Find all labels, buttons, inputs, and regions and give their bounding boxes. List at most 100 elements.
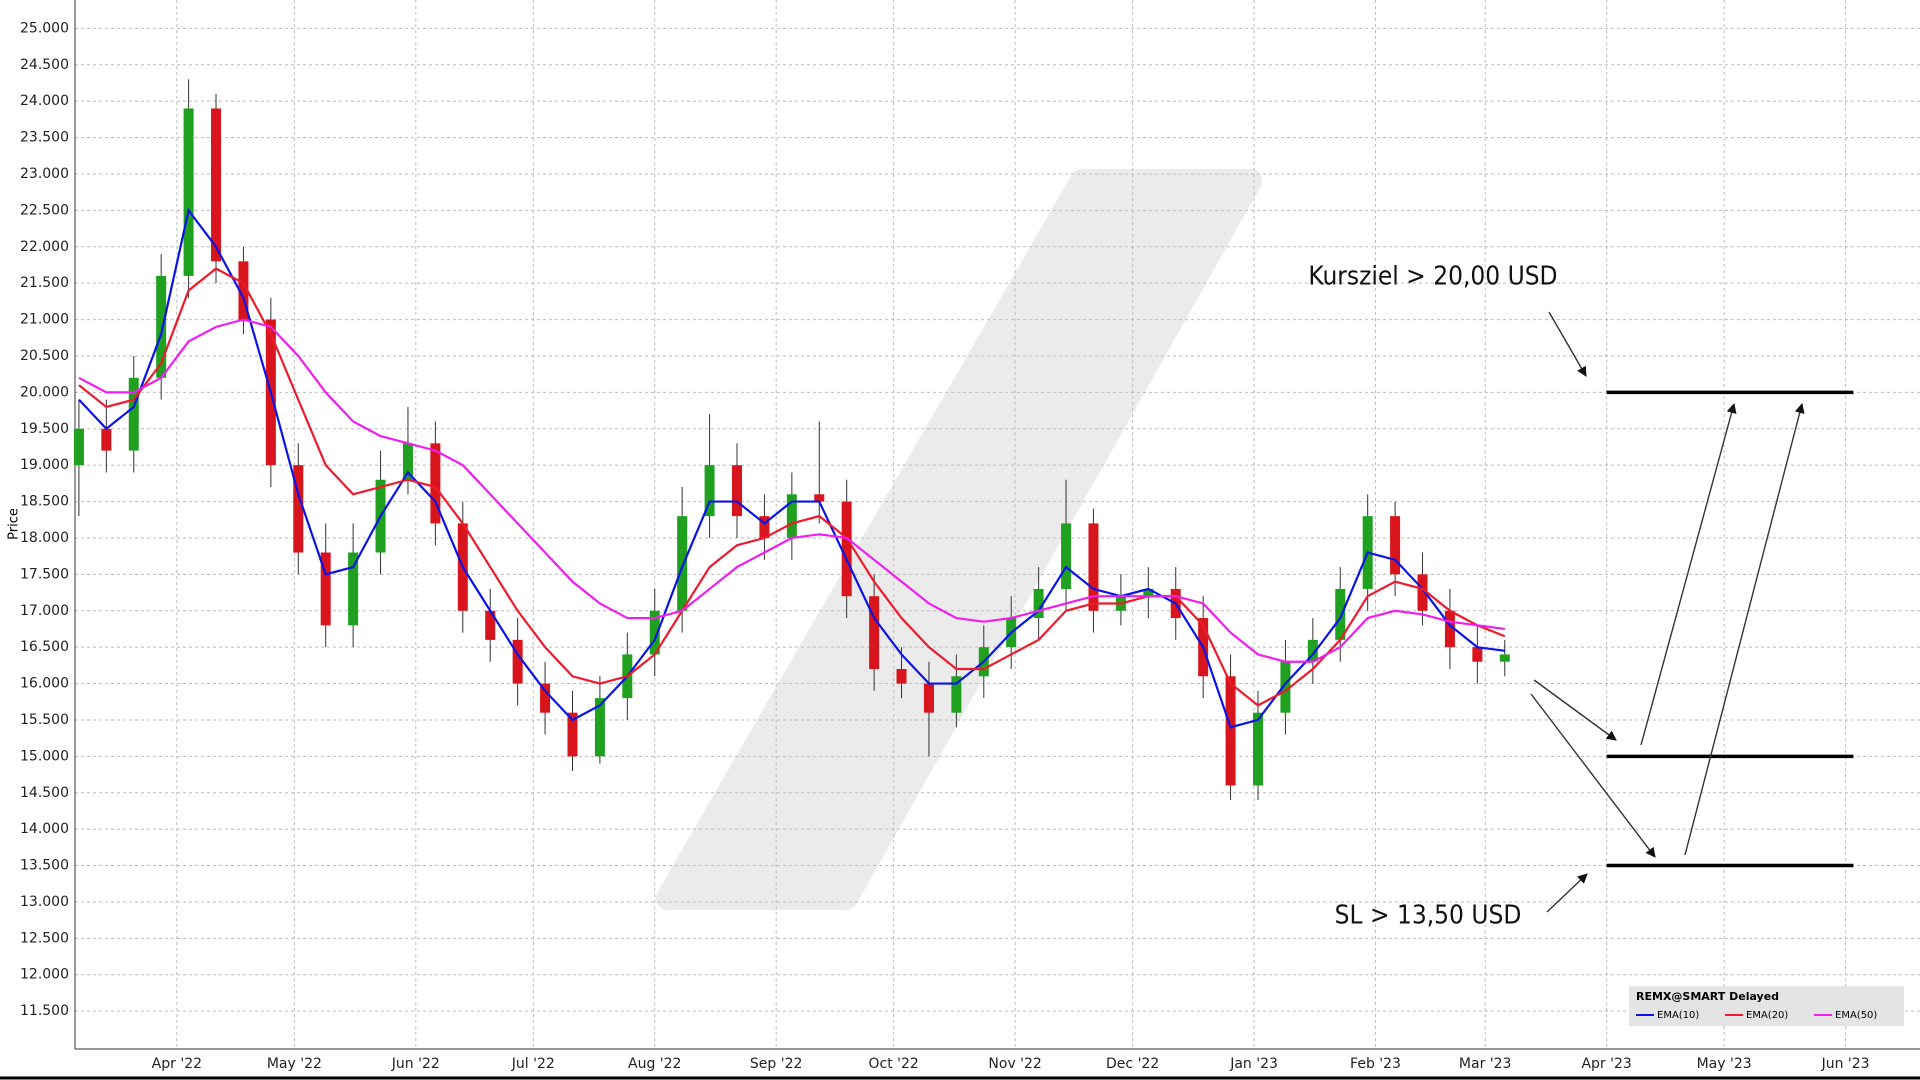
candle-body xyxy=(841,501,852,597)
candle-body xyxy=(293,465,304,553)
candle-body xyxy=(512,639,523,684)
candle-body xyxy=(485,610,496,640)
arrow xyxy=(1546,873,1588,913)
y-tick-label: 19.500 xyxy=(20,421,69,437)
x-tick-label: Dec '22 xyxy=(1106,1056,1159,1072)
annotation: SL > 13,50 USD xyxy=(1335,901,1522,931)
candle-body xyxy=(1225,676,1236,786)
y-tick-label: 16.000 xyxy=(20,676,69,692)
candle-body xyxy=(1033,588,1044,619)
y-tick-label: 12.500 xyxy=(20,930,69,946)
legend: REMX@SMART Delayed EMA(10) EMA(20) EMA(50) xyxy=(1629,986,1904,1026)
candle-body xyxy=(402,443,413,480)
arrow xyxy=(1548,311,1587,377)
candle-body xyxy=(320,552,331,626)
candle-body xyxy=(1252,712,1263,786)
y-tick-label: 23.000 xyxy=(20,166,69,182)
candle-body xyxy=(211,108,222,262)
y-tick-label: 17.000 xyxy=(20,603,69,619)
y-tick-label: 21.000 xyxy=(20,312,69,328)
ema-line xyxy=(78,267,1506,707)
x-tick-label: Aug '22 xyxy=(628,1056,681,1072)
legend-label: EMA(10) xyxy=(1657,1010,1699,1021)
candle-body xyxy=(869,596,880,670)
candle-body xyxy=(183,108,194,276)
legend-title: REMX@SMART Delayed xyxy=(1636,990,1779,1003)
candle-body xyxy=(1307,639,1318,662)
x-tick-label: Apr '22 xyxy=(152,1056,202,1072)
candle-body xyxy=(786,494,797,538)
candle-body xyxy=(649,610,660,655)
candle-body xyxy=(1143,588,1154,597)
y-tick-label: 18.000 xyxy=(20,530,69,546)
x-tick-label: Jun '23 xyxy=(1821,1056,1870,1072)
ema-line xyxy=(78,318,1505,663)
candle-body xyxy=(923,683,934,713)
candle-body xyxy=(1499,654,1510,662)
x-tick-label: Sep '22 xyxy=(750,1056,803,1072)
ema-line xyxy=(78,207,1505,729)
y-tick-label: 15.500 xyxy=(20,712,69,728)
x-tick-label: Jun '22 xyxy=(391,1056,440,1072)
arrow xyxy=(1530,693,1656,858)
y-tick-label: 15.000 xyxy=(20,748,69,764)
x-tick-label: Oct '22 xyxy=(869,1056,919,1072)
candle-body xyxy=(896,669,907,684)
arrow xyxy=(1640,403,1737,746)
arrow xyxy=(1684,403,1805,856)
candle-body xyxy=(759,516,770,538)
annotation: Kursziel > 20,00 USD xyxy=(1308,262,1557,292)
candle-body xyxy=(1472,647,1483,662)
y-axis-label: Price xyxy=(7,508,22,540)
candle-body xyxy=(1061,523,1072,589)
candle-body xyxy=(348,552,359,626)
candle-body xyxy=(594,698,605,757)
y-tick-label: 16.500 xyxy=(20,639,69,655)
candle-body xyxy=(814,494,825,502)
marks xyxy=(73,79,1854,868)
y-tick-label: 24.500 xyxy=(20,57,69,73)
y-tick-label: 17.500 xyxy=(20,566,69,582)
y-tick-label: 23.500 xyxy=(20,130,69,146)
candle-body xyxy=(1417,574,1428,611)
arrows xyxy=(1530,311,1805,913)
arrow xyxy=(1533,679,1617,741)
x-tick-label: Jul '22 xyxy=(511,1056,555,1072)
legend-box xyxy=(1629,986,1904,1026)
x-tick-label: Jan '23 xyxy=(1229,1056,1278,1072)
x-tick-label: Nov '22 xyxy=(988,1056,1041,1072)
candle-body xyxy=(1280,661,1291,713)
candle-body xyxy=(1088,523,1099,611)
candle-body xyxy=(430,443,441,524)
x-tick-label: Feb '23 xyxy=(1350,1056,1401,1072)
x-tick-label: May '22 xyxy=(267,1056,322,1072)
y-tick-label: 21.500 xyxy=(20,275,69,291)
candle-body xyxy=(567,712,578,757)
candle-body xyxy=(732,465,743,517)
x-tick-label: Apr '23 xyxy=(1581,1056,1631,1072)
candle-body xyxy=(128,377,139,451)
candle-body xyxy=(238,261,249,320)
candle-body xyxy=(156,275,167,378)
candle-body xyxy=(1444,610,1455,648)
y-tick-label: 12.000 xyxy=(20,967,69,983)
x-tick-label: May '23 xyxy=(1697,1056,1752,1072)
watermark xyxy=(656,169,1262,910)
candle-body xyxy=(73,428,84,466)
candle-body xyxy=(101,428,112,451)
y-tick-label: 24.000 xyxy=(20,93,69,109)
candle-body xyxy=(540,683,551,713)
y-tick-label: 20.500 xyxy=(20,348,69,364)
y-tick-label: 14.500 xyxy=(20,785,69,801)
y-tick-label: 14.000 xyxy=(20,821,69,837)
legend-label: EMA(20) xyxy=(1746,1010,1788,1021)
y-tick-label: 25.000 xyxy=(20,20,69,36)
candle-body xyxy=(951,676,962,713)
y-tick-label: 11.500 xyxy=(20,1003,69,1019)
y-tick-label: 22.000 xyxy=(20,239,69,255)
candle-body xyxy=(704,465,715,517)
candle-body xyxy=(1390,516,1401,575)
